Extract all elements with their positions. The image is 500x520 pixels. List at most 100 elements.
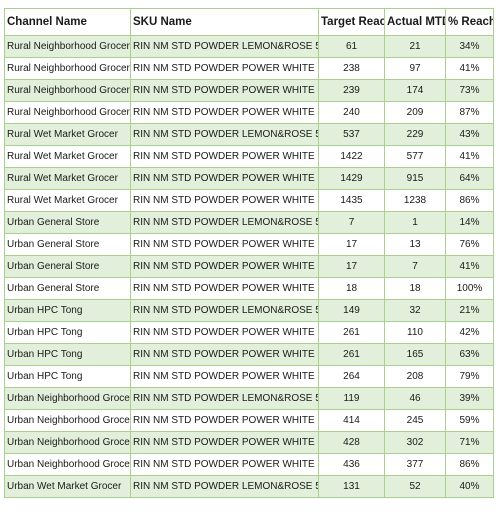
header-target-reach: Target Reach [318, 8, 385, 36]
cell-channel-name: Urban General Store [4, 211, 131, 234]
cell-sku-name: RIN NM STD POWDER LEMON&ROSE 500G [130, 475, 319, 498]
cell-actual-mtd: 209 [384, 101, 446, 124]
cell-percent-reach: 73% [445, 79, 494, 102]
cell-channel-name: Urban HPC Tong [4, 343, 131, 366]
cell-target-reach: 264 [318, 365, 385, 388]
table-row: Urban General Store RIN NM STD POWDER LEM… [4, 211, 494, 234]
cell-target-reach: 149 [318, 299, 385, 322]
table-row: Urban HPC Tong RIN NM STD POWDER LEMON&RO… [4, 299, 494, 322]
cell-target-reach: 1435 [318, 189, 385, 212]
cell-percent-reach: 79% [445, 365, 494, 388]
cell-sku-name: RIN NM STD POWDER POWER WHITE 500G [130, 453, 319, 476]
cell-target-reach: 537 [318, 123, 385, 146]
cell-sku-name: RIN NM STD POWDER POWER WHITE 500G [130, 189, 319, 212]
cell-actual-mtd: 165 [384, 343, 446, 366]
cell-actual-mtd: 32 [384, 299, 446, 322]
cell-channel-name: Urban HPC Tong [4, 299, 131, 322]
cell-channel-name: Rural Neighborhood Grocer [4, 101, 131, 124]
cell-actual-mtd: 302 [384, 431, 446, 454]
cell-percent-reach: 76% [445, 233, 494, 256]
cell-sku-name: RIN NM STD POWDER POWER WHITE 200G [130, 255, 319, 278]
cell-actual-mtd: 18 [384, 277, 446, 300]
table-row: Rural Neighborhood Grocer RIN NM STD POWD… [4, 35, 494, 58]
cell-target-reach: 18 [318, 277, 385, 300]
cell-actual-mtd: 97 [384, 57, 446, 80]
cell-channel-name: Urban General Store [4, 233, 131, 256]
cell-sku-name: RIN NM STD POWDER LEMON&ROSE 500G [130, 35, 319, 58]
cell-channel-name: Rural Neighborhood Grocer [4, 35, 131, 58]
cell-percent-reach: 42% [445, 321, 494, 344]
cell-sku-name: RIN NM STD POWDER POWER WHITE 1000G [130, 409, 319, 432]
cell-actual-mtd: 1 [384, 211, 446, 234]
table-row: Rural Neighborhood Grocer RIN NM STD POWD… [4, 101, 494, 124]
cell-channel-name: Rural Neighborhood Grocer [4, 79, 131, 102]
cell-sku-name: RIN NM STD POWDER LEMON&ROSE 500G [130, 211, 319, 234]
cell-actual-mtd: 208 [384, 365, 446, 388]
cell-percent-reach: 21% [445, 299, 494, 322]
header-percent-reach: % Reach [445, 8, 494, 36]
cell-target-reach: 261 [318, 343, 385, 366]
cell-target-reach: 238 [318, 57, 385, 80]
cell-target-reach: 17 [318, 233, 385, 256]
cell-sku-name: RIN NM STD POWDER POWER WHITE 200G [130, 79, 319, 102]
cell-actual-mtd: 7 [384, 255, 446, 278]
cell-actual-mtd: 110 [384, 321, 446, 344]
cell-actual-mtd: 915 [384, 167, 446, 190]
cell-percent-reach: 71% [445, 431, 494, 454]
cell-channel-name: Urban HPC Tong [4, 321, 131, 344]
cell-sku-name: RIN NM STD POWDER POWER WHITE 500G [130, 101, 319, 124]
cell-sku-name: RIN NM STD POWDER LEMON&ROSE 500G [130, 123, 319, 146]
cell-sku-name: RIN NM STD POWDER POWER WHITE 200G [130, 431, 319, 454]
reach-table: Channel Name SKU Name Target Reach Actua… [4, 8, 494, 498]
cell-channel-name: Urban Neighborhood Grocer [4, 409, 131, 432]
cell-percent-reach: 86% [445, 453, 494, 476]
cell-sku-name: RIN NM STD POWDER POWER WHITE 1000G [130, 321, 319, 344]
table-row: Urban General Store RIN NM STD POWDER POW… [4, 255, 494, 278]
table-row: Urban Wet Market Grocer RIN NM STD POWDER… [4, 475, 494, 498]
cell-actual-mtd: 174 [384, 79, 446, 102]
header-sku-name: SKU Name [130, 8, 319, 36]
cell-target-reach: 436 [318, 453, 385, 476]
reach-report-sheet: Channel Name SKU Name Target Reach Actua… [4, 8, 494, 498]
table-row: Urban Neighborhood Grocer RIN NM STD POWD… [4, 453, 494, 476]
cell-sku-name: RIN NM STD POWDER POWER WHITE 1000G [130, 233, 319, 256]
table-row: Urban HPC Tong RIN NM STD POWDER POWER WH… [4, 343, 494, 366]
cell-target-reach: 414 [318, 409, 385, 432]
cell-percent-reach: 64% [445, 167, 494, 190]
cell-target-reach: 428 [318, 431, 385, 454]
cell-sku-name: RIN NM STD POWDER POWER WHITE 1000G [130, 145, 319, 168]
cell-percent-reach: 59% [445, 409, 494, 432]
cell-percent-reach: 100% [445, 277, 494, 300]
header-actual-mtd: Actual MTD [384, 8, 446, 36]
cell-channel-name: Urban Neighborhood Grocer [4, 453, 131, 476]
cell-target-reach: 7 [318, 211, 385, 234]
cell-channel-name: Urban Neighborhood Grocer [4, 431, 131, 454]
cell-actual-mtd: 21 [384, 35, 446, 58]
cell-target-reach: 240 [318, 101, 385, 124]
cell-channel-name: Rural Neighborhood Grocer [4, 57, 131, 80]
table-row: Urban General Store RIN NM STD POWDER POW… [4, 277, 494, 300]
cell-target-reach: 131 [318, 475, 385, 498]
cell-actual-mtd: 377 [384, 453, 446, 476]
cell-target-reach: 119 [318, 387, 385, 410]
header-channel-name: Channel Name [4, 8, 131, 36]
cell-sku-name: RIN NM STD POWDER LEMON&ROSE 500G [130, 387, 319, 410]
cell-percent-reach: 39% [445, 387, 494, 410]
table-row: Rural Neighborhood Grocer RIN NM STD POWD… [4, 57, 494, 80]
cell-actual-mtd: 13 [384, 233, 446, 256]
table-row: Rural Wet Market Grocer RIN NM STD POWDER… [4, 145, 494, 168]
cell-target-reach: 239 [318, 79, 385, 102]
cell-percent-reach: 87% [445, 101, 494, 124]
table-body: Rural Neighborhood Grocer RIN NM STD POWD… [4, 35, 494, 498]
cell-sku-name: RIN NM STD POWDER POWER WHITE 500G [130, 277, 319, 300]
cell-actual-mtd: 577 [384, 145, 446, 168]
cell-channel-name: Rural Wet Market Grocer [4, 189, 131, 212]
cell-percent-reach: 40% [445, 475, 494, 498]
table-row: Urban Neighborhood Grocer RIN NM STD POWD… [4, 409, 494, 432]
cell-channel-name: Rural Wet Market Grocer [4, 145, 131, 168]
cell-channel-name: Urban General Store [4, 255, 131, 278]
table-row: Rural Neighborhood Grocer RIN NM STD POWD… [4, 79, 494, 102]
cell-target-reach: 261 [318, 321, 385, 344]
table-row: Urban Neighborhood Grocer RIN NM STD POWD… [4, 387, 494, 410]
cell-percent-reach: 86% [445, 189, 494, 212]
